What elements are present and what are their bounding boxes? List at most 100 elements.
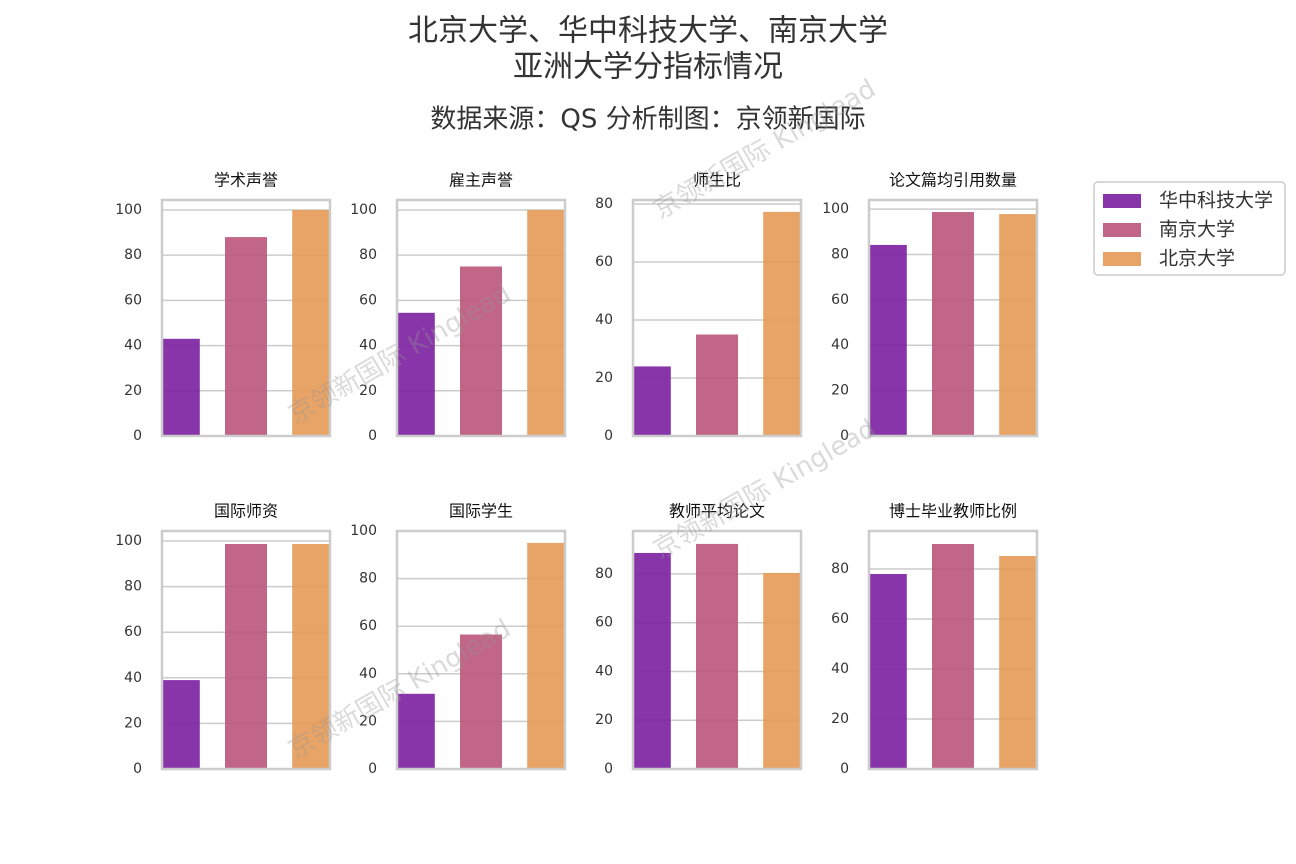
plot-area — [162, 543, 330, 769]
bar — [225, 543, 267, 769]
legend-swatch — [1103, 252, 1141, 266]
y-tick-label: 80 — [124, 247, 142, 263]
plot-frame — [160, 529, 332, 771]
legend-swatch — [1103, 223, 1141, 237]
bar — [460, 266, 502, 436]
plot-area — [633, 543, 801, 769]
y-tick-label: 80 — [831, 246, 849, 262]
bar — [999, 556, 1037, 769]
subplot-title: 国际学生 — [449, 502, 513, 521]
legend-label: 南京大学 — [1159, 219, 1235, 241]
y-tick-label: 0 — [604, 761, 613, 777]
plot-frame — [867, 198, 1039, 438]
y-tick-label: 60 — [831, 611, 849, 627]
y-tick-label: 0 — [368, 761, 377, 777]
bar — [397, 693, 435, 769]
legend-label: 华中科技大学 — [1159, 190, 1273, 212]
bar — [225, 237, 267, 436]
y-tick-label: 100 — [350, 523, 377, 539]
bar — [633, 366, 671, 436]
y-tick-label: 80 — [359, 247, 377, 263]
y-tick-label: 80 — [359, 571, 377, 587]
y-tick-label: 0 — [133, 428, 142, 444]
y-tick-label: 80 — [831, 561, 849, 577]
plot-frame — [160, 198, 332, 438]
plot-area — [397, 209, 565, 436]
y-tick-label: 20 — [831, 711, 849, 727]
y-tick-label: 0 — [133, 761, 142, 777]
plot-frame — [631, 529, 803, 771]
y-tick-label: 20 — [124, 715, 142, 731]
y-tick-label: 20 — [595, 370, 613, 386]
plot-frame — [631, 198, 803, 438]
y-tick-label: 20 — [831, 383, 849, 399]
subplot-title: 国际师资 — [214, 502, 278, 521]
y-tick-label: 0 — [604, 428, 613, 444]
y-tick-label: 0 — [840, 428, 849, 444]
y-tick-label: 40 — [831, 337, 849, 353]
subplot-title: 师生比 — [693, 171, 741, 190]
bar — [460, 634, 502, 769]
plot-area — [869, 212, 1037, 436]
y-tick-label: 0 — [840, 761, 849, 777]
y-tick-label: 40 — [124, 338, 142, 354]
bar — [932, 544, 974, 769]
y-tick-label: 80 — [124, 579, 142, 595]
y-tick-label: 60 — [359, 618, 377, 634]
subplot-title: 博士毕业教师比例 — [889, 502, 1017, 521]
plot-area — [162, 209, 330, 436]
y-tick-label: 60 — [831, 292, 849, 308]
legend-box — [1093, 181, 1286, 276]
y-tick-label: 40 — [359, 338, 377, 354]
y-tick-label: 0 — [368, 428, 377, 444]
bar — [869, 244, 907, 436]
subplot-title: 雇主声誉 — [449, 171, 513, 190]
y-tick-label: 20 — [359, 713, 377, 729]
y-tick-label: 100 — [115, 533, 142, 549]
y-tick-label: 80 — [595, 566, 613, 582]
bar — [527, 209, 565, 436]
y-tick-label: 60 — [124, 624, 142, 640]
bar — [696, 543, 738, 769]
y-tick-label: 20 — [595, 712, 613, 728]
plot-area — [633, 211, 801, 436]
bar — [162, 680, 200, 769]
subplot-title: 学术声誉 — [214, 171, 278, 190]
y-tick-label: 100 — [822, 201, 849, 217]
subplot-title: 论文篇均引用数量 — [889, 171, 1017, 190]
bar — [633, 552, 671, 769]
y-tick-label: 100 — [350, 202, 377, 218]
bar — [932, 212, 974, 436]
plot-frame — [395, 198, 567, 438]
y-tick-label: 60 — [359, 292, 377, 308]
legend-label: 北京大学 — [1159, 248, 1235, 270]
bar — [869, 574, 907, 769]
y-tick-label: 40 — [124, 670, 142, 686]
bar — [696, 334, 738, 436]
bar — [397, 312, 435, 436]
plot-frame — [395, 529, 567, 771]
plot-area — [869, 544, 1037, 769]
subplot-title: 教师平均论文 — [669, 502, 765, 521]
legend-swatch — [1103, 194, 1141, 208]
bar — [292, 543, 330, 769]
y-tick-label: 40 — [831, 661, 849, 677]
bar — [527, 542, 565, 769]
bar — [999, 214, 1037, 436]
bar — [763, 211, 801, 436]
bar — [162, 338, 200, 436]
plot-frame — [867, 529, 1039, 771]
y-tick-label: 40 — [595, 663, 613, 679]
bar — [292, 209, 330, 436]
y-tick-label: 60 — [595, 254, 613, 270]
y-tick-label: 100 — [115, 202, 142, 218]
y-tick-label: 60 — [595, 615, 613, 631]
plot-area — [397, 542, 565, 769]
y-tick-label: 20 — [124, 383, 142, 399]
chart-title: 北京大学、华中科技大学、南京大学 — [408, 14, 888, 49]
chart-subtitle: 数据来源：QS 分析制图：京领新国际 — [430, 105, 865, 135]
y-tick-label: 40 — [595, 312, 613, 328]
y-tick-label: 60 — [124, 292, 142, 308]
